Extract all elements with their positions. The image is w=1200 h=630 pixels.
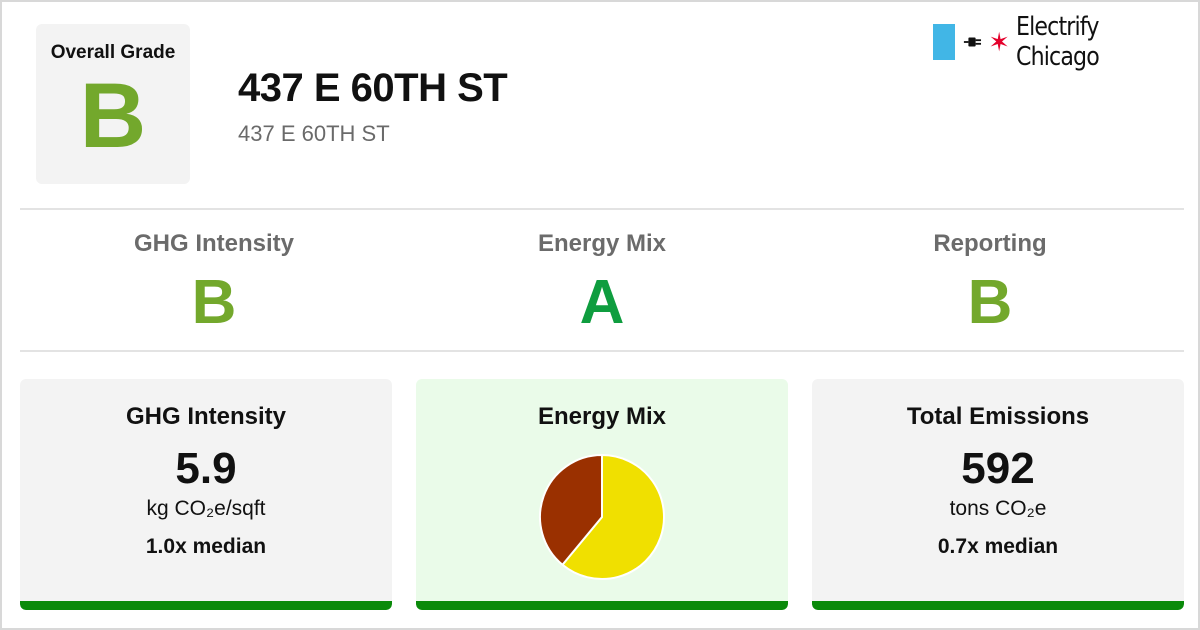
pie-slice-1 xyxy=(539,453,603,567)
card-median: 1.0x median xyxy=(145,535,267,558)
subgrade-letter: A xyxy=(579,268,625,337)
card-status-bar xyxy=(20,601,392,610)
subgrade-letter: B xyxy=(967,268,1013,337)
card-title: GHG Intensity xyxy=(125,403,287,430)
card-unit: kg CO₂e/sqft xyxy=(146,497,266,520)
brand-name: Electrify Chicago xyxy=(1016,12,1100,72)
subgrade-letter: B xyxy=(191,268,237,337)
overall-grade-box: Overall Grade B xyxy=(36,24,190,184)
overall-grade-letter: B xyxy=(79,65,147,167)
subgrade-energy-mix: Energy Mix A xyxy=(408,212,796,350)
card-title: Energy Mix xyxy=(537,403,667,430)
chicago-star-icon: ✶ xyxy=(988,27,1011,57)
card-value: 5.9 xyxy=(175,444,237,493)
card-median: 0.7x median xyxy=(937,535,1059,558)
card-title: Total Emissions xyxy=(906,403,1090,430)
card-unit: tons CO₂e xyxy=(949,497,1047,520)
ghg-intensity-card: GHG Intensity 5.9 kg CO₂e/sqft 1.0x medi… xyxy=(20,379,392,610)
header-divider xyxy=(20,208,1184,210)
building-subtitle: 437 E 60TH ST xyxy=(238,121,390,146)
overall-grade-label: Overall Grade xyxy=(50,42,176,63)
energy-mix-card: Energy Mix xyxy=(416,379,788,610)
card-status-bar xyxy=(416,601,788,610)
subgrade-label: Energy Mix xyxy=(537,230,667,257)
chicago-flag-icon xyxy=(933,24,955,60)
building-header: 437 E 60TH ST 437 E 60TH ST xyxy=(238,66,508,147)
pie-slice-0 xyxy=(561,453,665,580)
subgrade-label: GHG Intensity xyxy=(133,230,295,257)
subgrades-divider xyxy=(20,350,1184,352)
energy-mix-pie-chart xyxy=(539,453,665,580)
plug-icon xyxy=(963,37,981,47)
metric-cards: GHG Intensity 5.9 kg CO₂e/sqft 1.0x medi… xyxy=(20,379,1184,610)
card-status-bar xyxy=(812,601,1184,610)
total-emissions-card: Total Emissions 592 tons CO₂e 0.7x media… xyxy=(812,379,1184,610)
subgrade-reporting: Reporting B xyxy=(796,212,1184,350)
card-value: 592 xyxy=(961,444,1035,493)
subgrade-ghg-intensity: GHG Intensity B xyxy=(20,212,408,350)
brand-logo[interactable]: ✶ Electrify Chicago xyxy=(933,12,1198,72)
subgrades-row: GHG Intensity B Energy Mix A Reporting B xyxy=(20,212,1184,350)
building-title: 437 E 60TH ST xyxy=(238,66,508,110)
subgrade-label: Reporting xyxy=(933,230,1047,257)
